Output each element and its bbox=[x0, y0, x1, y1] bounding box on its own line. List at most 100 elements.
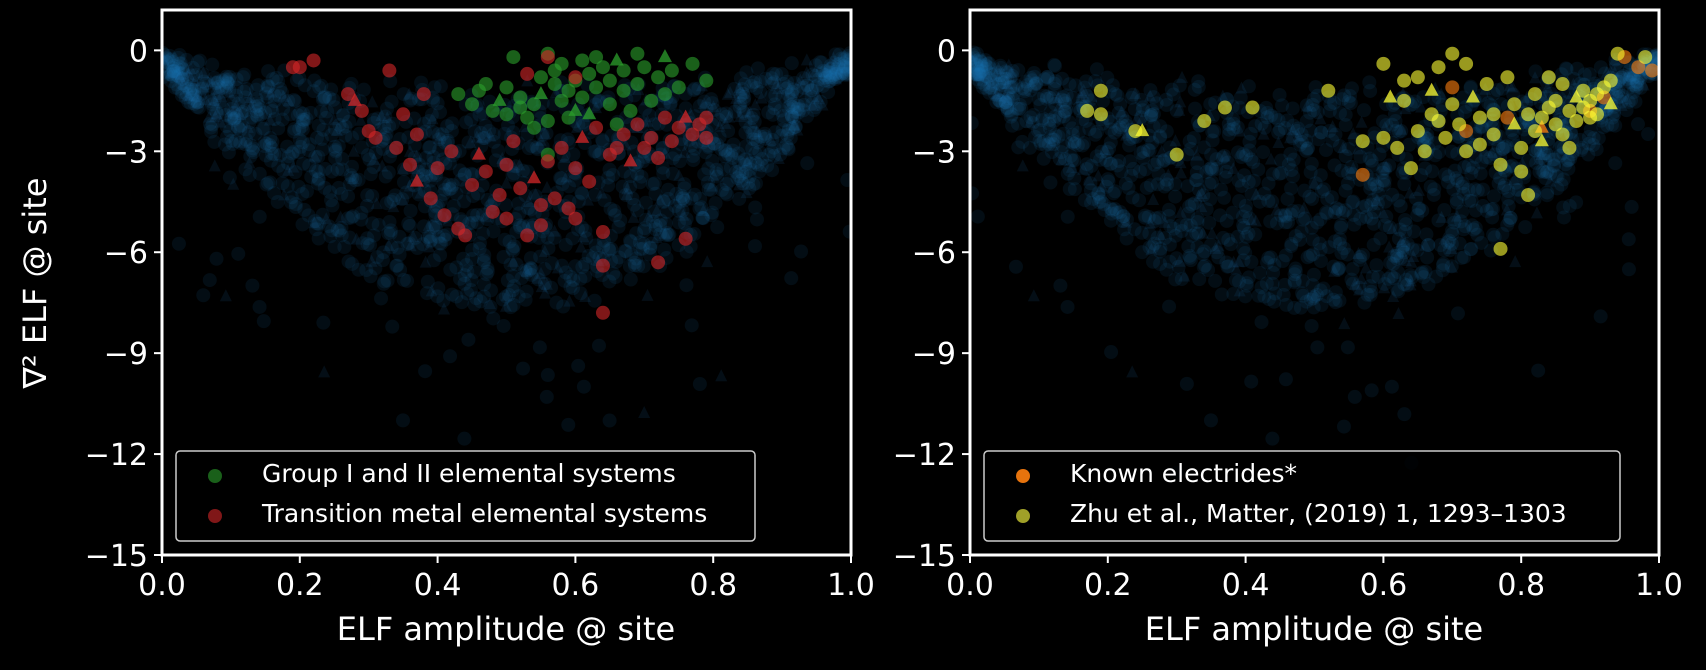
cloud-point bbox=[1293, 137, 1308, 152]
cloud-point bbox=[415, 237, 430, 252]
cloud-point bbox=[1375, 173, 1390, 188]
cloud-point bbox=[783, 92, 798, 107]
cloud-point bbox=[764, 133, 777, 146]
cloud-point bbox=[1302, 189, 1317, 204]
point-zhu-et-al-matter-2019-1-1293-1303 bbox=[1493, 157, 1508, 172]
cloud-point bbox=[1264, 152, 1277, 165]
cloud-point bbox=[625, 191, 640, 206]
cloud-point bbox=[507, 239, 522, 254]
cloud-point bbox=[1251, 288, 1266, 303]
cloud-point bbox=[669, 186, 684, 201]
point-transition-metal-elemental-systems bbox=[699, 110, 714, 125]
cloud-point bbox=[292, 70, 307, 85]
cloud-point bbox=[1105, 78, 1120, 93]
cloud-point bbox=[1438, 232, 1451, 245]
cloud-point bbox=[808, 100, 823, 115]
cloud-point bbox=[286, 124, 301, 139]
cloud-point bbox=[170, 68, 185, 83]
cloud-point bbox=[1529, 71, 1542, 84]
cloud-point bbox=[175, 62, 190, 77]
cloud-point bbox=[970, 50, 977, 63]
cloud-point bbox=[1023, 83, 1038, 98]
cloud-point bbox=[360, 188, 375, 203]
cloud-point bbox=[1035, 111, 1050, 126]
cloud-point bbox=[1326, 259, 1341, 274]
cloud-point bbox=[1423, 179, 1438, 194]
cloud-point bbox=[1292, 232, 1307, 247]
cloud-point bbox=[162, 51, 170, 64]
point-group-i-and-ii-elemental-systems bbox=[492, 92, 507, 106]
cloud-point bbox=[476, 131, 491, 146]
cloud-point bbox=[1313, 254, 1328, 269]
cloud-point bbox=[1159, 98, 1174, 113]
cloud-point bbox=[1364, 153, 1379, 168]
cloud-point bbox=[635, 241, 650, 256]
cloud-point bbox=[1220, 155, 1235, 170]
cloud-point bbox=[1561, 161, 1576, 176]
cloud-point bbox=[800, 77, 815, 92]
cloud-point bbox=[381, 226, 396, 241]
cloud-point bbox=[188, 93, 203, 108]
cloud-point bbox=[1442, 243, 1457, 258]
point-zhu-et-al-matter-2019-1-1293-1303 bbox=[1569, 89, 1584, 103]
cloud-point bbox=[1257, 127, 1270, 140]
cloud-point bbox=[269, 70, 284, 85]
cloud-point bbox=[819, 64, 834, 79]
cloud-point bbox=[187, 96, 202, 111]
cloud-point bbox=[573, 271, 588, 286]
cloud-point bbox=[1162, 168, 1175, 181]
cloud-point bbox=[744, 111, 759, 126]
cloud-point bbox=[746, 107, 761, 122]
cloud-point bbox=[1521, 153, 1536, 168]
cloud-point bbox=[661, 228, 676, 243]
cloud-point bbox=[656, 166, 671, 181]
cloud-point bbox=[642, 209, 655, 222]
cloud-point bbox=[396, 193, 409, 206]
cloud-point bbox=[1596, 120, 1611, 135]
cloud-point bbox=[472, 241, 487, 256]
cloud-point bbox=[1059, 102, 1074, 117]
cloud-point bbox=[995, 71, 1010, 86]
cloud-point bbox=[179, 52, 194, 67]
cloud-point bbox=[265, 146, 280, 161]
cloud-point bbox=[174, 88, 189, 103]
cloud-point bbox=[1182, 134, 1197, 149]
cloud-point bbox=[835, 64, 850, 79]
cloud-point bbox=[1259, 276, 1274, 291]
cloud-point bbox=[190, 95, 205, 110]
cloud-point bbox=[1062, 115, 1077, 130]
cloud-point bbox=[1318, 205, 1333, 220]
cloud-point bbox=[1607, 107, 1622, 122]
cloud-point bbox=[839, 65, 851, 80]
cloud-point bbox=[618, 187, 633, 202]
cloud-point bbox=[1060, 166, 1075, 181]
point-group-i-and-ii-elemental-systems bbox=[478, 77, 493, 92]
cloud-point bbox=[1060, 209, 1075, 224]
cloud-point bbox=[577, 230, 590, 243]
y-tick-label: −6 bbox=[912, 236, 956, 271]
cloud-point bbox=[678, 101, 693, 116]
cloud-point bbox=[1288, 229, 1303, 244]
cloud-point bbox=[207, 134, 222, 149]
cloud-point bbox=[638, 212, 653, 227]
point-transition-metal-elemental-systems bbox=[589, 120, 604, 135]
cloud-point bbox=[475, 226, 490, 241]
cloud-point bbox=[747, 114, 762, 129]
cloud-point bbox=[1494, 97, 1509, 112]
cloud-point bbox=[1375, 165, 1390, 180]
cloud-point bbox=[423, 140, 438, 155]
cloud-point bbox=[459, 258, 474, 273]
cloud-point bbox=[1370, 179, 1385, 194]
cloud-point bbox=[1366, 192, 1381, 207]
cloud-point bbox=[1027, 66, 1042, 81]
cloud-point bbox=[1378, 161, 1393, 176]
cloud-point bbox=[1377, 218, 1392, 233]
cloud-point bbox=[1310, 105, 1325, 120]
cloud-point bbox=[290, 108, 305, 123]
cloud-point bbox=[281, 93, 296, 108]
cloud-point bbox=[1239, 229, 1254, 244]
cloud-point bbox=[750, 135, 765, 150]
cloud-point bbox=[721, 87, 734, 100]
cloud-point bbox=[1203, 192, 1218, 207]
cloud-point bbox=[218, 137, 233, 152]
